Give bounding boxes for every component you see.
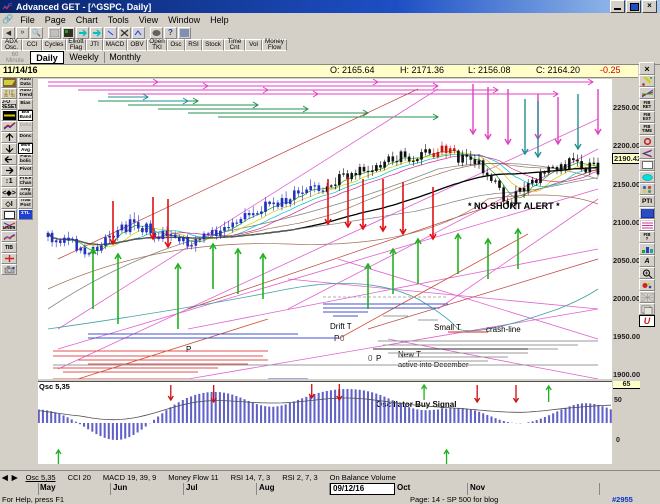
svg-text:P: P (186, 345, 191, 354)
svg-text:Drift T: Drift T (330, 322, 352, 331)
svg-text:crash-line: crash-line (486, 325, 521, 334)
svg-text:New T: New T (398, 350, 421, 359)
svg-text:P: P (376, 354, 381, 363)
svg-text:0: 0 (340, 334, 345, 343)
svg-text:* NO SHORT ALERT *: * NO SHORT ALERT * (468, 201, 560, 211)
svg-text:0: 0 (368, 354, 373, 363)
svg-text:Small T: Small T (434, 323, 461, 332)
